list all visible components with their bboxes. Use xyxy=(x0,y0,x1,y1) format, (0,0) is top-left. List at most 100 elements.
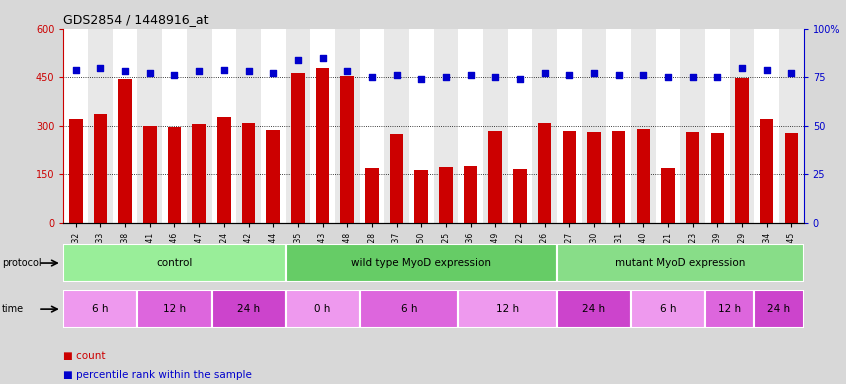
Bar xyxy=(459,290,557,328)
Bar xyxy=(607,29,631,223)
Bar xyxy=(563,131,576,223)
Point xyxy=(242,68,255,74)
Bar xyxy=(63,290,137,328)
Point xyxy=(563,72,576,78)
Point xyxy=(168,72,181,78)
Bar xyxy=(508,29,532,223)
Point xyxy=(94,65,107,71)
Bar xyxy=(236,29,261,223)
Bar xyxy=(755,290,804,328)
Bar xyxy=(760,119,773,223)
Point xyxy=(636,72,650,78)
Text: 0 h: 0 h xyxy=(315,304,331,314)
Bar xyxy=(557,29,581,223)
Text: 6 h: 6 h xyxy=(92,304,109,314)
Bar xyxy=(340,76,354,223)
Bar xyxy=(631,290,705,328)
Point xyxy=(143,70,157,76)
Bar xyxy=(735,78,749,223)
Bar xyxy=(662,168,675,223)
Bar xyxy=(94,114,107,223)
Point xyxy=(464,72,477,78)
Bar xyxy=(212,290,285,328)
Bar xyxy=(137,290,212,328)
Point xyxy=(760,66,773,73)
Bar xyxy=(729,29,755,223)
Text: 6 h: 6 h xyxy=(660,304,676,314)
Bar xyxy=(291,73,305,223)
Bar xyxy=(557,290,631,328)
Bar xyxy=(360,29,384,223)
Bar xyxy=(310,29,335,223)
Bar xyxy=(242,122,255,223)
Bar xyxy=(680,29,705,223)
Point xyxy=(538,70,552,76)
Bar xyxy=(192,124,206,223)
Bar xyxy=(705,29,729,223)
Point xyxy=(612,72,625,78)
Bar xyxy=(705,290,755,328)
Text: wild type MyoD expression: wild type MyoD expression xyxy=(351,258,492,268)
Bar xyxy=(285,244,557,282)
Point xyxy=(390,72,404,78)
Text: mutant MyoD expression: mutant MyoD expression xyxy=(615,258,745,268)
Bar xyxy=(63,29,88,223)
Bar xyxy=(266,130,280,223)
Bar xyxy=(488,131,502,223)
Bar xyxy=(187,29,212,223)
Bar xyxy=(143,126,157,223)
Point xyxy=(266,70,280,76)
Bar xyxy=(433,29,459,223)
Bar xyxy=(316,68,329,223)
Bar xyxy=(784,133,798,223)
Bar xyxy=(581,29,607,223)
Bar xyxy=(409,29,433,223)
Bar xyxy=(360,290,459,328)
Text: 24 h: 24 h xyxy=(582,304,606,314)
Text: 12 h: 12 h xyxy=(163,304,186,314)
Text: 24 h: 24 h xyxy=(767,304,791,314)
Bar xyxy=(137,29,162,223)
Bar xyxy=(439,167,453,223)
Text: control: control xyxy=(157,258,193,268)
Bar xyxy=(390,134,404,223)
Text: 12 h: 12 h xyxy=(496,304,519,314)
Point xyxy=(514,76,527,82)
Bar xyxy=(483,29,508,223)
Point xyxy=(686,74,700,80)
Bar xyxy=(63,244,285,282)
Point xyxy=(291,57,305,63)
Bar xyxy=(118,79,132,223)
Text: 6 h: 6 h xyxy=(401,304,417,314)
Point xyxy=(587,70,601,76)
Point xyxy=(784,70,798,76)
Point xyxy=(662,74,675,80)
Bar xyxy=(261,29,285,223)
Bar xyxy=(464,166,477,223)
Bar xyxy=(636,129,650,223)
Text: time: time xyxy=(2,304,24,314)
Bar xyxy=(612,131,625,223)
Point xyxy=(118,68,132,74)
Bar xyxy=(113,29,137,223)
Bar xyxy=(656,29,680,223)
Bar xyxy=(384,29,409,223)
Bar xyxy=(69,119,83,223)
Bar xyxy=(88,29,113,223)
Bar xyxy=(557,244,804,282)
Point xyxy=(340,68,354,74)
Bar xyxy=(415,170,428,223)
Bar xyxy=(459,29,483,223)
Bar xyxy=(538,124,552,223)
Bar xyxy=(335,29,360,223)
Text: 12 h: 12 h xyxy=(718,304,741,314)
Point xyxy=(316,55,329,61)
Point xyxy=(192,68,206,74)
Text: ■ percentile rank within the sample: ■ percentile rank within the sample xyxy=(63,370,252,380)
Bar xyxy=(755,29,779,223)
Point xyxy=(711,74,724,80)
Bar xyxy=(285,290,360,328)
Text: 24 h: 24 h xyxy=(237,304,260,314)
Bar xyxy=(779,29,804,223)
Bar xyxy=(365,168,379,223)
